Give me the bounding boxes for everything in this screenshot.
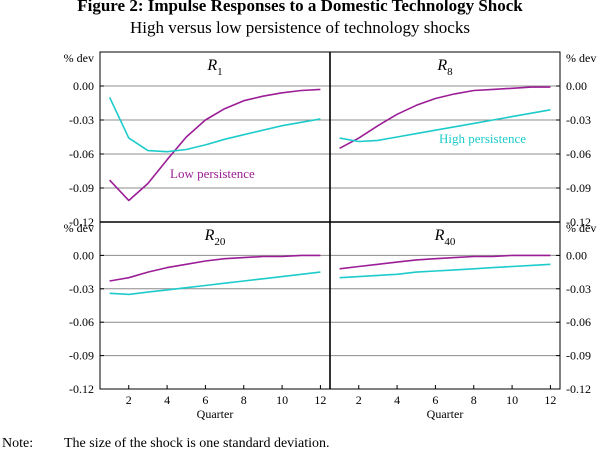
unit-label: % dev xyxy=(64,51,94,65)
panel-title: R40 xyxy=(434,227,456,248)
series-line-high-r8 xyxy=(339,109,551,143)
series-line-low-r8 xyxy=(339,86,551,150)
y-tick-label: -0.06 xyxy=(566,315,591,329)
y-tick-label: 0.00 xyxy=(566,79,587,93)
series-label-high: High persistence xyxy=(439,131,526,146)
series-label-low: Low persistence xyxy=(170,166,255,181)
x-tick-label: 6 xyxy=(432,393,438,407)
y-tick-label: -0.03 xyxy=(566,113,591,127)
x-tick-label: 8 xyxy=(471,393,477,407)
unit-label: % dev xyxy=(566,51,596,65)
y-tick-label: -0.03 xyxy=(69,113,94,127)
y-tick-label: 0.00 xyxy=(73,248,94,262)
y-tick-label: -0.12 xyxy=(566,382,591,396)
series-line-high-r1 xyxy=(108,96,321,153)
panel-title: R1 xyxy=(206,57,222,78)
figure-subtitle: High versus low persistence of technolog… xyxy=(130,18,470,37)
note-label: Note: xyxy=(2,436,34,451)
series-line-low-r20 xyxy=(109,254,321,282)
series-line-low-r40 xyxy=(339,254,551,270)
x-tick-label: 2 xyxy=(356,393,362,407)
y-tick-label: -0.09 xyxy=(69,181,94,195)
y-tick-label: -0.06 xyxy=(69,147,94,161)
y-tick-label: -0.09 xyxy=(566,349,591,363)
y-tick-label: 0.00 xyxy=(73,79,94,93)
panel-title: R8 xyxy=(436,57,453,78)
x-tick-label: 8 xyxy=(241,393,247,407)
note-text: The size of the shock is one standard de… xyxy=(64,436,330,451)
y-tick-label: -0.12 xyxy=(69,215,94,229)
y-tick-label: -0.09 xyxy=(566,181,591,195)
y-tick-label: -0.03 xyxy=(69,282,94,296)
y-tick-label: -0.03 xyxy=(566,282,591,296)
y-tick-label: -0.06 xyxy=(69,315,94,329)
x-tick-label: 10 xyxy=(276,393,288,407)
x-tick-label: 4 xyxy=(164,393,170,407)
unit-label: % dev xyxy=(64,221,94,235)
y-tick-label: -0.12 xyxy=(69,382,94,396)
x-tick-label: 4 xyxy=(394,393,400,407)
y-tick-label: -0.09 xyxy=(69,349,94,363)
series-line-high-r20 xyxy=(109,271,321,296)
series-line-high-r40 xyxy=(339,263,551,279)
panel-title: R20 xyxy=(204,227,226,248)
x-axis-label: Quarter xyxy=(197,407,234,421)
x-axis-label: Quarter xyxy=(427,407,464,421)
y-tick-label: -0.12 xyxy=(566,215,591,229)
y-tick-label: 0.00 xyxy=(566,248,587,262)
x-tick-label: 12 xyxy=(544,393,556,407)
series-line-low-r1 xyxy=(109,88,321,202)
y-tick-label: -0.06 xyxy=(566,147,591,161)
x-tick-label: 12 xyxy=(314,393,326,407)
figure-title: Figure 2: Impulse Responses to a Domesti… xyxy=(77,0,523,15)
unit-label: % dev xyxy=(566,221,596,235)
x-tick-label: 6 xyxy=(202,393,208,407)
x-tick-label: 2 xyxy=(126,393,132,407)
x-tick-label: 10 xyxy=(506,393,518,407)
